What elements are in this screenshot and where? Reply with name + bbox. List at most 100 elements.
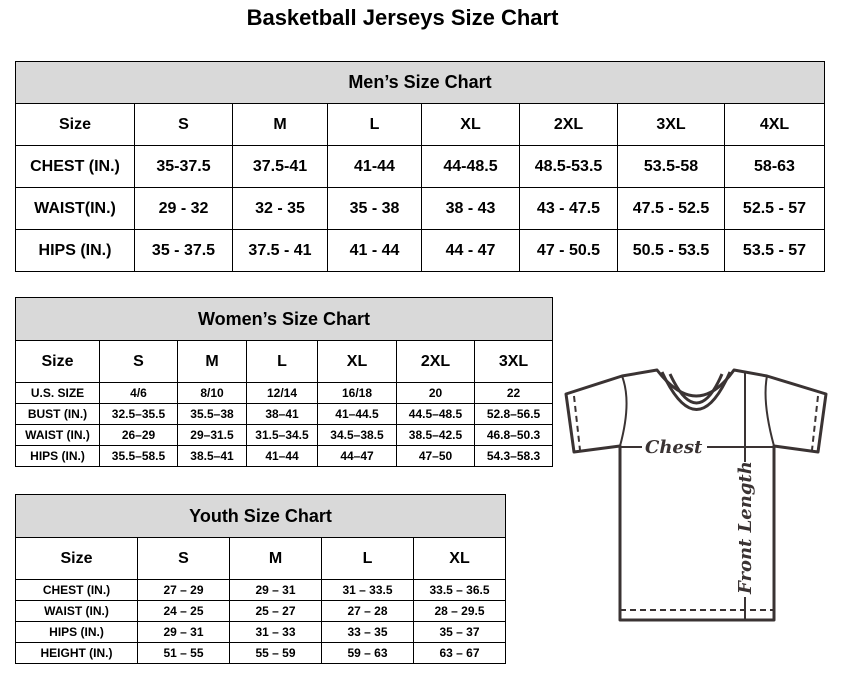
row-label: Size <box>15 103 135 146</box>
row-label: HIPS (IN.) <box>15 229 135 272</box>
cell: 12/14 <box>246 382 318 404</box>
cell: 54.3–58.3 <box>473 445 554 467</box>
cell: 41–44 <box>246 445 318 467</box>
cell: 32 - 35 <box>232 187 328 230</box>
cell: 53.5 - 57 <box>724 229 825 272</box>
cell: 43 - 47.5 <box>519 187 618 230</box>
cell: 29 – 31 <box>137 621 230 643</box>
mens-table-title: Men’s Size Chart <box>15 61 825 104</box>
row-label: HIPS (IN.) <box>15 621 138 643</box>
cell: 34.5–38.5 <box>317 424 397 446</box>
cell: XL <box>421 103 520 146</box>
cell: 48.5-53.5 <box>519 145 618 188</box>
row-label: Size <box>15 340 100 383</box>
tshirt-diagram: Chest Front Length <box>564 368 828 622</box>
cell: 38 - 43 <box>421 187 520 230</box>
cell: 41-44 <box>327 145 422 188</box>
cell: 35-37.5 <box>134 145 233 188</box>
cell: 50.5 - 53.5 <box>617 229 725 272</box>
womens-table-title: Women’s Size Chart <box>14 297 554 341</box>
cell: 33.5 – 36.5 <box>412 579 507 601</box>
cell: 32.5–35.5 <box>99 403 178 425</box>
cell: 37.5 - 41 <box>232 229 328 272</box>
cell: 58-63 <box>724 145 825 188</box>
header-row: Size S M L XL <box>15 537 507 580</box>
cell: 44 - 47 <box>421 229 520 272</box>
cell: 2XL <box>519 103 618 146</box>
cell: 46.8–50.3 <box>473 424 554 446</box>
table-row: WAIST(IN.) 29 - 32 32 - 35 35 - 38 38 - 43 43… <box>15 187 825 230</box>
table-row: HIPS (IN.) 35.5–58.5 38.5–41 41–44 44–47 47–5… <box>15 445 554 467</box>
row-label: WAIST (IN.) <box>15 424 100 446</box>
row-label: U.S. SIZE <box>15 382 100 404</box>
cell: 44–47 <box>317 445 397 467</box>
cell: 26–29 <box>99 424 178 446</box>
cell: 27 – 28 <box>321 600 414 622</box>
cell: S <box>99 340 178 383</box>
cell: L <box>327 103 422 146</box>
cell: 31 – 33.5 <box>321 579 414 601</box>
table-row: HIPS (IN.) 29 – 31 31 – 33 33 – 35 35 – 37 <box>15 621 507 643</box>
cell: 16/18 <box>317 382 397 404</box>
cell: 53.5-58 <box>617 145 725 188</box>
cell: 24 – 25 <box>137 600 230 622</box>
cell: 35 - 38 <box>327 187 422 230</box>
cell: XL <box>317 340 397 383</box>
mens-size-table: Men’s Size Chart Size S M L XL 2XL 3XL 4XL CHEST… <box>15 61 825 272</box>
cell: S <box>137 537 230 580</box>
cell: M <box>229 537 322 580</box>
table-row: U.S. SIZE 4/6 8/10 12/14 16/18 20 22 <box>15 382 554 404</box>
cell: 41 - 44 <box>327 229 422 272</box>
cell: XL <box>412 537 507 580</box>
cell: 35 - 37.5 <box>134 229 233 272</box>
cell: 38–41 <box>246 403 318 425</box>
front-length-label: Front Length <box>735 461 756 595</box>
header-row: Size S M L XL 2XL 3XL 4XL <box>15 103 825 146</box>
cell: 55 – 59 <box>229 642 322 664</box>
cell: 38.5–42.5 <box>396 424 475 446</box>
cell: 4/6 <box>99 382 178 404</box>
row-label: WAIST (IN.) <box>15 600 138 622</box>
cell: 29–31.5 <box>177 424 247 446</box>
cell: 37.5-41 <box>232 145 328 188</box>
row-label: HEIGHT (IN.) <box>15 642 138 664</box>
chest-label: Chest <box>645 437 703 458</box>
cell: 28 – 29.5 <box>412 600 507 622</box>
cell: L <box>246 340 318 383</box>
cell: 52.5 - 57 <box>724 187 825 230</box>
cell: 31.5–34.5 <box>246 424 318 446</box>
cell: 3XL <box>473 340 554 383</box>
cell: 4XL <box>724 103 825 146</box>
cell: 63 – 67 <box>412 642 507 664</box>
cell: 35.5–38 <box>177 403 247 425</box>
table-row: WAIST (IN.) 26–29 29–31.5 31.5–34.5 34.5–38.… <box>15 424 554 446</box>
cell: 2XL <box>396 340 475 383</box>
cell: 8/10 <box>177 382 247 404</box>
row-label: CHEST (IN.) <box>15 145 135 188</box>
page-title: Basketball Jerseys Size Chart <box>246 5 559 30</box>
cell: 3XL <box>617 103 725 146</box>
cell: 25 – 27 <box>229 600 322 622</box>
cell: M <box>177 340 247 383</box>
cell: 52.8–56.5 <box>473 403 554 425</box>
row-label: Size <box>15 537 138 580</box>
cell: 20 <box>396 382 475 404</box>
cell: S <box>134 103 233 146</box>
table-row: CHEST (IN.) 27 – 29 29 – 31 31 – 33.5 33.5 –… <box>15 579 507 601</box>
cell: 35.5–58.5 <box>99 445 178 467</box>
cell: 27 – 29 <box>137 579 230 601</box>
youth-size-table: Youth Size Chart Size S M L XL CHEST (IN.) 27 … <box>14 494 507 664</box>
cell: 29 – 31 <box>229 579 322 601</box>
cell: 31 – 33 <box>229 621 322 643</box>
cell: 47–50 <box>396 445 475 467</box>
cell: 44-48.5 <box>421 145 520 188</box>
cell: 47.5 - 52.5 <box>617 187 725 230</box>
cell: 33 – 35 <box>321 621 414 643</box>
row-label: WAIST(IN.) <box>15 187 135 230</box>
row-label: HIPS (IN.) <box>15 445 100 467</box>
cell: 35 – 37 <box>412 621 507 643</box>
cell: L <box>321 537 414 580</box>
cell: M <box>232 103 328 146</box>
cell: 38.5–41 <box>177 445 247 467</box>
row-label: BUST (IN.) <box>15 403 100 425</box>
